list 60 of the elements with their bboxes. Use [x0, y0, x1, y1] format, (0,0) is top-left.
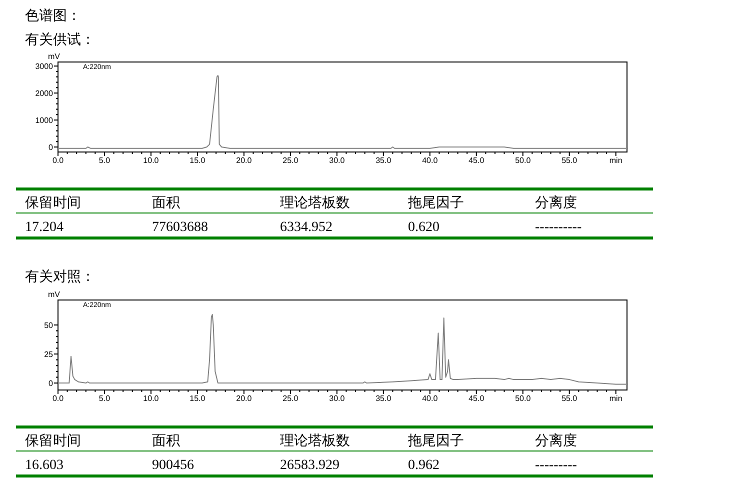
- x-tick-label: 45.0: [468, 394, 485, 403]
- text: 0.620: [408, 220, 440, 235]
- text: ---------: [535, 458, 578, 473]
- x-tick-label: 50.0: [515, 394, 532, 403]
- text: 26583.929: [280, 458, 340, 473]
- text: 分离度: [535, 195, 577, 211]
- x-tick-label: 40.0: [422, 156, 438, 165]
- line-series: [58, 74, 627, 149]
- line-series: [58, 314, 627, 385]
- x-tick-label: 30.0: [329, 394, 346, 403]
- y-tick-label: 1000: [35, 116, 54, 126]
- y-axis-title: mV: [48, 290, 61, 299]
- x-tick-label: 35.0: [376, 394, 392, 403]
- x-tick-label: 40.0: [422, 394, 438, 403]
- chart-subtitle: 有关供试：: [25, 32, 95, 48]
- text: 0.962: [408, 458, 440, 473]
- text: 16.603: [25, 458, 64, 473]
- x-tick-label: 35.0: [376, 156, 392, 165]
- x-tick-label: 10.0: [143, 156, 160, 165]
- text: 面积: [152, 434, 180, 449]
- text: 6334.952: [280, 220, 332, 235]
- x-tick-label: 5.0: [98, 394, 111, 403]
- text: 拖尾因子: [407, 195, 464, 211]
- text: 保留时间: [25, 433, 81, 449]
- y-tick-label: 0: [48, 143, 54, 152]
- x-tick-label: 25.0: [282, 156, 299, 165]
- x-tick-label: 55.0: [562, 156, 578, 165]
- text: 分离度: [535, 433, 577, 449]
- chart-title: 色谱图：: [25, 8, 81, 24]
- text: 保留时间: [25, 195, 81, 211]
- x-tick-label: min: [609, 394, 622, 403]
- x-tick-label: 50.0: [515, 156, 532, 165]
- x-tick-label: 20.0: [236, 394, 252, 403]
- text: 900456: [152, 458, 194, 473]
- y-tick-label: 50: [44, 320, 54, 330]
- x-tick-label: 15.0: [190, 156, 206, 165]
- x-tick-label: 0.0: [52, 156, 64, 165]
- x-tick-label: 15.0: [190, 394, 206, 403]
- x-tick-label: 0.0: [52, 394, 64, 403]
- y-tick-label: 25: [44, 350, 54, 359]
- text: ----------: [535, 220, 582, 235]
- text: 面积: [152, 196, 180, 211]
- text: 理论塔板数: [280, 433, 350, 449]
- x-tick-label: 5.0: [98, 156, 111, 165]
- x-tick-label: 10.0: [143, 394, 160, 403]
- x-tick-label: 30.0: [329, 156, 346, 165]
- text: 17.204: [25, 220, 64, 235]
- y-axis-title: mV: [48, 52, 61, 61]
- text: 77603688: [152, 220, 208, 235]
- x-tick-label: 25.0: [282, 394, 299, 403]
- x-tick-label: 55.0: [562, 394, 578, 403]
- chart-title: 有关对照：: [25, 269, 95, 285]
- text: 理论塔板数: [280, 195, 350, 211]
- x-tick-label: min: [609, 156, 622, 165]
- y-tick-label: 0: [48, 379, 54, 388]
- x-tick-label: 20.0: [236, 156, 252, 165]
- y-tick-label: 2000: [35, 89, 54, 98]
- y-tick-label: 3000: [35, 62, 54, 72]
- text: 拖尾因子: [407, 433, 464, 449]
- x-tick-label: 45.0: [468, 156, 485, 165]
